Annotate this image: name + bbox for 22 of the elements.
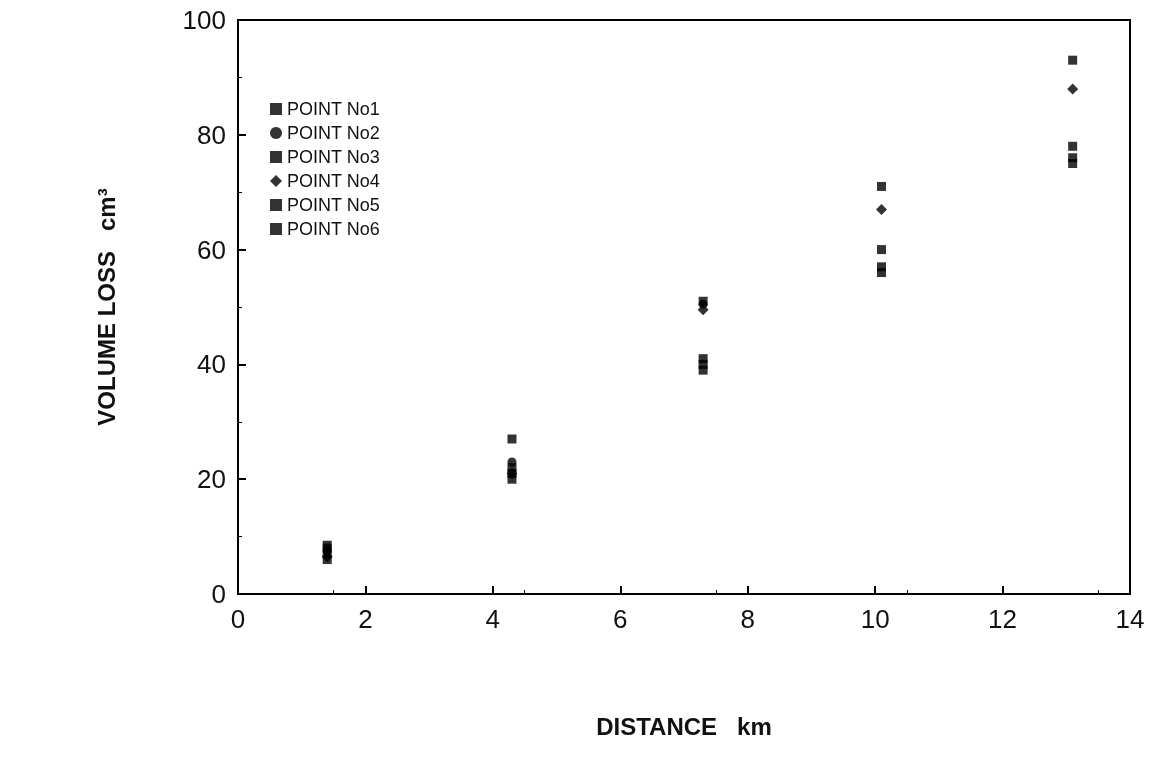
y-tick-label: 80	[197, 119, 226, 150]
legend-label: POINT No6	[287, 219, 380, 239]
y-tick-label: 0	[211, 579, 226, 609]
y-tick-label: 100	[182, 5, 226, 35]
legend-label: POINT No1	[287, 99, 380, 119]
x-tick-label: 2	[358, 604, 373, 634]
legend-label: POINT No3	[287, 147, 380, 167]
x-tick-label: 12	[988, 604, 1018, 634]
y-tick-label: 20	[197, 464, 226, 495]
y-tick-label: 60	[197, 234, 226, 265]
x-tick-label: 10	[860, 604, 890, 634]
y-tick-label: 40	[197, 349, 226, 380]
legend-label: POINT No5	[287, 195, 380, 215]
x-tick-label: 8	[740, 604, 755, 634]
x-tick-label: 6	[613, 604, 628, 634]
legend-label: POINT No4	[287, 171, 380, 191]
x-tick-label: 14	[1115, 604, 1145, 634]
x-tick-label: 0	[230, 604, 246, 634]
legend-label: POINT No2	[287, 123, 380, 143]
y-axis-title: VOLUME LOSS cm³	[92, 188, 120, 426]
x-axis-title: DISTANCE km	[596, 712, 772, 740]
x-tick-label: 4	[485, 604, 501, 634]
